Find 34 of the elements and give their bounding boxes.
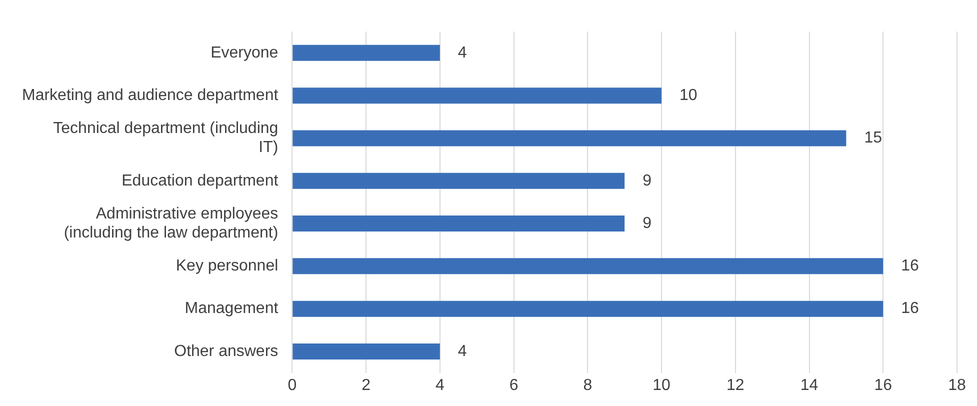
data-label: 4 <box>458 342 467 360</box>
data-label: 16 <box>901 258 920 275</box>
x-tick-label: 16 <box>874 376 892 394</box>
data-label: 9 <box>642 214 652 232</box>
bar <box>292 258 884 274</box>
y-tick-label: Management <box>184 300 279 318</box>
bar <box>292 300 884 317</box>
x-tick-label: 0 <box>288 376 297 394</box>
x-tick-label: 6 <box>509 376 518 394</box>
y-tick-label: Other answers <box>174 342 278 360</box>
x-tick-label: 8 <box>583 376 592 394</box>
bar <box>292 216 625 232</box>
bar <box>292 172 625 189</box>
x-tick-label: 18 <box>948 376 966 394</box>
y-tick-label: Everyone <box>210 44 278 62</box>
y-tick-label: Key personnel <box>176 258 278 275</box>
y-tick-label: Technical department (including IT) <box>53 120 278 156</box>
bar <box>292 88 662 104</box>
y-tick-label: Administrative employees (including the law department) <box>64 205 278 242</box>
x-tick-label: 4 <box>435 376 444 394</box>
bar <box>292 44 440 61</box>
data-label: 4 <box>458 44 467 62</box>
data-label: 16 <box>901 300 920 318</box>
x-tick-label: 12 <box>726 376 744 394</box>
data-label: 15 <box>864 130 882 147</box>
bar <box>292 343 440 360</box>
data-label: 10 <box>680 86 698 104</box>
y-tick-label: Marketing and audience department <box>22 86 279 104</box>
bar <box>292 130 846 146</box>
y-tick-label: Education department <box>122 172 279 190</box>
x-tick-label: 10 <box>652 376 671 394</box>
data-label: 9 <box>642 172 652 190</box>
x-tick-label: 14 <box>800 376 818 394</box>
x-tick-label: 2 <box>362 376 371 394</box>
